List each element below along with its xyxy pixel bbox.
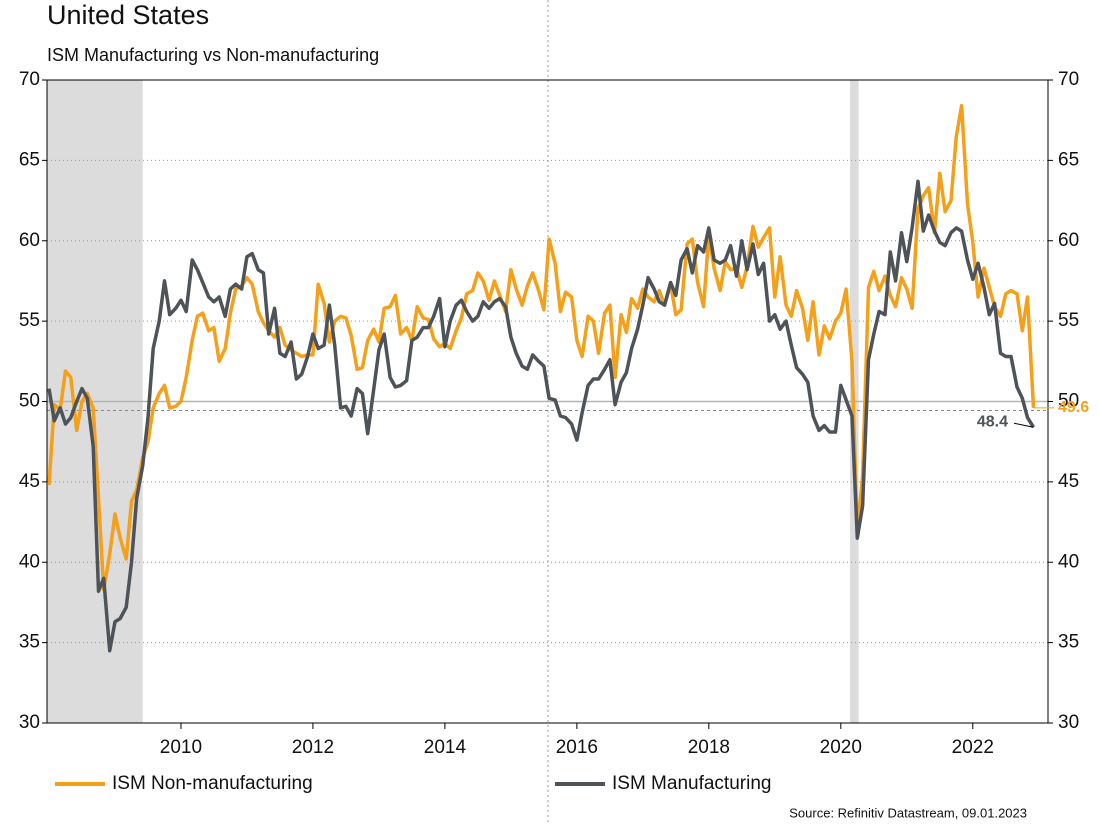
x-tick-label: 2018: [688, 737, 730, 758]
chart-title: United States: [47, 0, 209, 30]
series-line: [47, 179, 1035, 653]
legend-label: ISM Non-manufacturing: [112, 773, 313, 794]
y2-tick-label: 55: [1058, 310, 1079, 331]
x-tick-label: 2012: [292, 737, 334, 758]
x-tick-label: 2020: [820, 737, 862, 758]
y-tick-label: 70: [19, 69, 40, 90]
y-tick-label: 45: [19, 471, 40, 492]
y2-tick-label: 50: [1058, 391, 1079, 412]
y-tick-label: 55: [19, 310, 40, 331]
y2-tick-label: 45: [1058, 471, 1079, 492]
leader-line: [1013, 422, 1034, 428]
y2-tick-label: 60: [1058, 230, 1079, 251]
x-tick-label: 2022: [952, 737, 994, 758]
y-tick-label: 60: [19, 230, 40, 251]
legend-label: ISM Manufacturing: [612, 773, 771, 794]
y2-tick-label: 35: [1058, 632, 1079, 653]
end-label: 48.4: [977, 413, 1008, 430]
chart-subtitle: ISM Manufacturing vs Non-manufacturing: [47, 45, 379, 65]
series-line: [47, 103, 1036, 592]
y2-tick-label: 65: [1058, 149, 1079, 170]
y-tick-label: 35: [19, 632, 40, 653]
x-tick-label: 2016: [556, 737, 598, 758]
plot-frame: [46, 79, 1049, 724]
end-label: 49.6: [1058, 399, 1089, 416]
source: Source: Refinitiv Datastream, 09.01.2023: [789, 805, 1027, 820]
y2-tick-label: 40: [1058, 551, 1079, 572]
y-tick-label: 40: [19, 551, 40, 572]
x-tick-label: 2014: [424, 737, 467, 758]
y-tick-label: 30: [19, 712, 40, 733]
x-tick-label: 2010: [160, 737, 202, 758]
y-tick-label: 65: [19, 149, 40, 170]
y2-tick-label: 70: [1058, 69, 1079, 90]
y-tick-label: 50: [19, 391, 40, 412]
y2-tick-label: 30: [1058, 712, 1079, 733]
